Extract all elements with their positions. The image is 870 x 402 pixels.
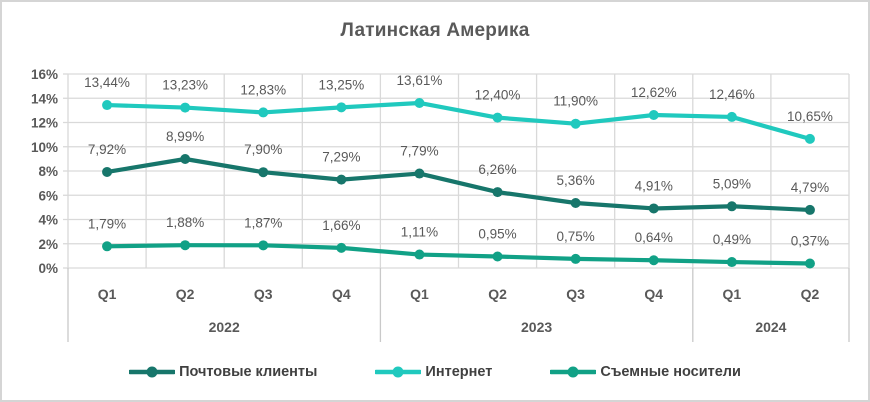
x-axis-quarter-label: Q3 (566, 286, 585, 302)
series-marker-mail-clients (492, 187, 503, 198)
data-label-removable-media: 1,79% (88, 216, 126, 231)
series-marker-removable-media (492, 251, 503, 262)
y-axis-tick-label: 0% (38, 261, 58, 276)
series-marker-removable-media (336, 242, 347, 253)
series-marker-removable-media (804, 258, 815, 269)
data-label-removable-media: 1,66% (322, 218, 360, 233)
series-marker-removable-media (414, 249, 425, 260)
series-line-mail-clients (104, 156, 813, 213)
data-label-mail-clients: 4,79% (791, 180, 829, 195)
x-axis-quarter-label: Q1 (98, 286, 117, 302)
data-label-internet: 12,62% (631, 85, 677, 100)
series-marker-mail-clients (414, 168, 425, 179)
series-marker-removable-media (258, 240, 269, 251)
data-label-mail-clients: 5,09% (713, 176, 751, 191)
data-label-removable-media: 1,87% (244, 215, 282, 230)
x-axis-quarter-label: Q4 (644, 286, 663, 302)
data-label-removable-media: 0,75% (557, 229, 595, 244)
series-marker-internet (726, 111, 737, 122)
x-axis-quarter-label: Q2 (488, 286, 507, 302)
x-axis-quarter-label: Q2 (801, 286, 820, 302)
legend-marker-icon (129, 366, 176, 378)
data-label-removable-media: 0,64% (635, 230, 673, 245)
series-line-internet (104, 100, 813, 141)
series-marker-mail-clients (336, 174, 347, 185)
series-marker-mail-clients (726, 201, 737, 212)
series-marker-mail-clients (570, 198, 581, 209)
series-marker-mail-clients (648, 203, 659, 214)
data-label-mail-clients: 5,36% (557, 173, 595, 188)
y-axis-tick-label: 4% (38, 213, 58, 228)
data-label-internet: 13,61% (397, 73, 443, 88)
data-label-internet: 12,46% (709, 87, 755, 102)
series-marker-internet (336, 102, 347, 113)
series-line-removable-media (104, 243, 813, 266)
legend-label: Съемные носители (600, 364, 741, 380)
series-marker-internet (414, 97, 425, 108)
series-marker-internet (570, 118, 581, 129)
series-marker-removable-media (180, 240, 191, 251)
x-axis-year-label: 2024 (755, 319, 786, 335)
legend-marker-icon (375, 366, 422, 378)
series-marker-internet (492, 112, 503, 123)
data-label-removable-media: 1,11% (401, 225, 438, 240)
data-label-internet: 11,90% (553, 94, 598, 109)
y-axis-tick-label: 16% (31, 67, 58, 82)
y-axis-tick-label: 12% (31, 116, 58, 131)
series-marker-removable-media (102, 241, 113, 252)
y-axis-tick-label: 6% (38, 188, 58, 203)
data-label-internet: 13,25% (318, 77, 364, 92)
data-label-removable-media: 0,37% (791, 234, 829, 249)
series-marker-mail-clients (804, 204, 815, 215)
x-axis-year-label: 2023 (521, 319, 552, 335)
data-label-internet: 12,83% (240, 82, 286, 97)
legend-marker-icon (550, 366, 597, 378)
y-axis-tick-label: 2% (38, 237, 58, 252)
legend-item-mail-clients: Почтовые клиенты (129, 364, 317, 380)
series-marker-removable-media (570, 253, 581, 264)
data-label-mail-clients: 7,92% (88, 142, 126, 157)
data-label-mail-clients: 8,99% (166, 129, 204, 144)
legend-label: Почтовые клиенты (179, 364, 318, 380)
data-label-mail-clients: 7,29% (322, 150, 360, 165)
data-label-removable-media: 0,95% (478, 226, 516, 241)
series-marker-internet (180, 102, 191, 113)
x-axis-quarter-label: Q1 (723, 286, 742, 302)
data-label-internet: 12,40% (475, 88, 521, 103)
legend-item-removable-media: Съемные носители (550, 364, 741, 380)
legend-label: Интернет (425, 364, 493, 380)
series-marker-mail-clients (180, 153, 191, 164)
y-axis-tick-label: 8% (38, 164, 58, 179)
series-marker-removable-media (648, 255, 659, 266)
x-axis-year-label: 2022 (209, 319, 240, 335)
series-marker-mail-clients (258, 167, 269, 178)
series-marker-internet (102, 100, 113, 111)
data-label-mail-clients: 4,91% (635, 178, 673, 193)
data-label-mail-clients: 7,90% (244, 142, 282, 157)
series-marker-mail-clients (102, 166, 113, 177)
data-label-mail-clients: 6,26% (478, 162, 516, 177)
data-label-removable-media: 0,49% (713, 232, 751, 247)
data-label-internet: 13,44% (84, 75, 130, 90)
legend-item-internet: Интернет (375, 364, 492, 380)
data-label-removable-media: 1,88% (166, 215, 204, 230)
y-axis-tick-label: 14% (31, 91, 58, 106)
x-axis-quarter-label: Q2 (176, 286, 195, 302)
series-marker-internet (648, 109, 659, 120)
x-axis-quarter-label: Q3 (254, 286, 273, 302)
chart-title: Латинская Америка (340, 20, 530, 41)
series-marker-internet (258, 107, 269, 118)
series-marker-removable-media (726, 257, 737, 268)
y-axis-tick-label: 10% (31, 140, 58, 155)
data-label-internet: 10,65% (787, 109, 833, 124)
series-marker-internet (804, 133, 815, 144)
data-label-internet: 13,23% (162, 78, 208, 93)
data-label-mail-clients: 7,79% (400, 144, 438, 159)
legend: Почтовые клиенты Интернет Съемные носители (2, 364, 868, 380)
x-axis-quarter-label: Q1 (410, 286, 429, 302)
x-axis-quarter-label: Q4 (332, 286, 351, 302)
